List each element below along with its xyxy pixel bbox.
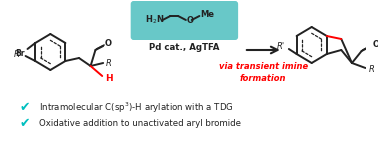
Text: formation: formation: [240, 74, 287, 82]
Text: Br: Br: [15, 49, 25, 57]
Text: ✔: ✔: [20, 101, 30, 115]
Text: O: O: [372, 40, 378, 49]
Text: R: R: [369, 65, 374, 74]
Text: Oxidative addition to unactivated aryl bromide: Oxidative addition to unactivated aryl b…: [39, 120, 241, 128]
Text: Me: Me: [200, 10, 214, 19]
Text: R: R: [106, 59, 112, 67]
Text: O: O: [187, 15, 194, 25]
Text: O: O: [105, 39, 112, 47]
FancyBboxPatch shape: [131, 1, 238, 40]
Text: R': R': [14, 50, 22, 59]
Text: via transient imine: via transient imine: [219, 61, 308, 71]
Text: Intramolecular C(sp$^3$)-H arylation with a TDG: Intramolecular C(sp$^3$)-H arylation wit…: [39, 101, 234, 115]
Text: ✔: ✔: [20, 117, 30, 131]
Text: H$_2$N: H$_2$N: [145, 14, 164, 26]
Text: Pd cat., AgTFA: Pd cat., AgTFA: [149, 42, 220, 51]
Text: R': R': [277, 41, 285, 51]
Text: H: H: [105, 74, 113, 82]
